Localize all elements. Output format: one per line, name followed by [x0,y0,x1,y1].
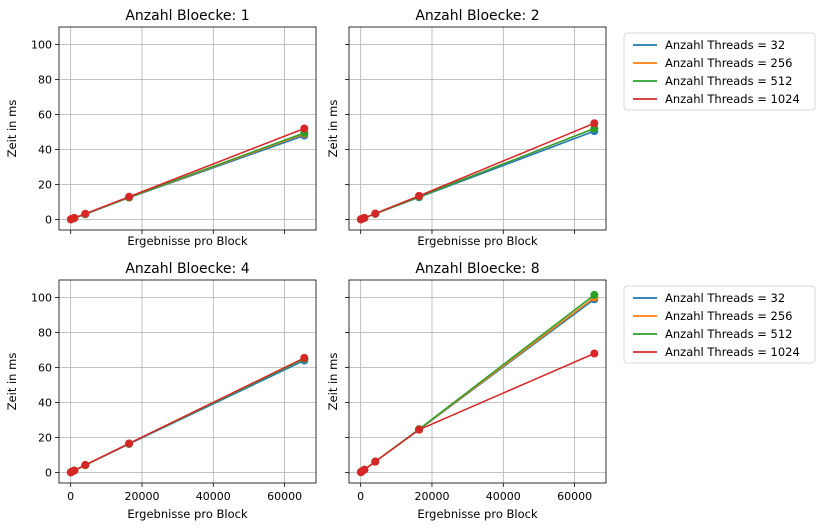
legend-box [623,32,816,111]
legend-entry-4: Anzahl Threads = 1024 [665,92,800,106]
y-tick-label-0: 0 [45,467,52,480]
y-tick-label-4: 80 [38,327,52,340]
x-tick-label-0: 0 [357,490,364,503]
subplot-title: Anzahl Bloecke: 1 [125,8,249,24]
y-tick-label-3: 60 [38,109,52,122]
y-axis-label: Zeit in ms [5,100,19,158]
axes-frame [348,26,607,231]
axes-frame [58,279,317,484]
y-tick-label-0: 0 [45,214,52,227]
legend: Anzahl Threads = 32 Anzahl Threads = 256 A… [623,32,816,111]
y-axis-label: Zeit in ms [5,353,19,411]
legend-entry-3: Anzahl Threads = 512 [665,327,792,341]
data-point-s3-p6 [590,290,599,299]
data-point-s4-p3 [360,213,369,222]
y-tick-label-2: 40 [38,144,52,157]
data-point-s4-p6 [590,349,599,358]
y-tick-label-4: 80 [38,74,52,87]
x-tick-label-1: 20000 [124,490,159,503]
x-tick-label-2: 40000 [196,490,231,503]
x-axis-label: Ergebnisse pro Block [127,507,248,521]
y-axis-label: Zeit in ms [326,100,340,158]
y-axis-label: Zeit in ms [326,353,340,411]
subplot-2: Anzahl Bloecke: 2 Ergebnisse pro Block Zei… [326,8,816,248]
data-point-s4-p6 [300,353,309,362]
data-point-s4-p3 [70,466,79,475]
x-tick-label-3: 60000 [267,490,302,503]
data-point-s4-p6 [300,124,309,133]
axes-frame [348,279,607,484]
x-axis-label: Ergebnisse pro Block [417,234,538,248]
data-point-s4-p5 [125,439,134,448]
y-tick-label-2: 40 [38,397,52,410]
data-point-s4-p3 [70,213,79,222]
data-point-s4-p4 [371,209,380,218]
x-tick-label-2: 40000 [486,490,521,503]
legend-entry-2: Anzahl Threads = 256 [665,309,792,323]
y-tick-label-3: 60 [38,362,52,375]
x-axis-label: Ergebnisse pro Block [417,507,538,521]
subplot-title: Anzahl Bloecke: 8 [415,261,539,277]
x-tick-label-1: 20000 [414,490,449,503]
y-tick-label-1: 20 [38,179,52,192]
data-point-s4-p6 [590,119,599,128]
x-tick-label-3: 60000 [557,490,592,503]
data-point-s4-p5 [125,192,134,201]
legend-box [623,285,816,364]
legend-entry-2: Anzahl Threads = 256 [665,56,792,70]
legend-entry-4: Anzahl Threads = 1024 [665,345,800,359]
y-tick-label-5: 100 [31,39,52,52]
y-tick-label-5: 100 [31,292,52,305]
legend-entry-1: Anzahl Threads = 32 [665,291,785,305]
x-axis-label: Ergebnisse pro Block [127,234,248,248]
data-point-s4-p5 [415,191,424,200]
data-point-s4-p4 [371,457,380,466]
y-tick-label-1: 20 [38,432,52,445]
x-tick-label-0: 0 [67,490,74,503]
subplot-3: 0 20000 40000 60000 0 20 40 60 80 100 Anzahl Bloec… [5,261,317,521]
legend: Anzahl Threads = 32 Anzahl Threads = 256 A… [623,285,816,364]
legend-entry-3: Anzahl Threads = 512 [665,74,792,88]
data-point-s4-p4 [81,209,90,218]
subplot-4: 0 20000 40000 60000 Anzahl Bloecke: 8 Ergebni… [326,261,816,521]
legend-entry-1: Anzahl Threads = 32 [665,38,785,52]
axes-frame [58,26,317,231]
data-point-s4-p5 [415,425,424,434]
subplot-1: 0 20 40 60 80 100 Anzahl Bloecke: 1 Ergebnisse … [5,8,317,248]
data-point-s4-p4 [81,460,90,469]
subplot-title: Anzahl Bloecke: 2 [415,8,539,24]
subplot-title: Anzahl Bloecke: 4 [125,261,249,277]
data-point-s4-p3 [360,465,369,474]
